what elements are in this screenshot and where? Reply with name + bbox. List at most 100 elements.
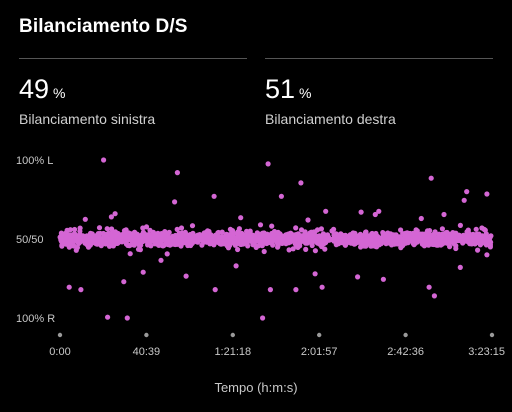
data-point [257,222,264,228]
data-point [174,226,180,232]
data-point [108,214,114,220]
data-point [123,230,129,236]
data-point [316,237,322,243]
data-point [63,235,69,241]
data-point [438,242,444,248]
data-point [309,232,315,238]
x-tick-label: 2:42:36 [387,346,424,358]
data-point [439,226,445,232]
data-point [293,287,299,293]
data-point [213,232,219,238]
data-point [451,235,457,241]
data-point [381,231,387,237]
data-point [228,236,235,242]
data-point [140,238,146,245]
data-point [405,236,411,242]
data-point [418,215,424,222]
data-point [322,246,328,252]
data-point [376,208,382,214]
right-balance-label: Bilanciamento destra [265,111,396,127]
data-point [286,247,292,253]
data-point [383,235,389,241]
data-point [277,231,283,237]
data-point [269,223,275,229]
data-point [388,235,394,241]
data-point [166,235,172,241]
page-title: Bilanciamento D/S [19,16,188,37]
data-point [464,189,470,195]
data-point [195,238,201,244]
data-point [441,211,447,218]
x-axis-label: Tempo (h:m:s) [214,380,298,395]
data-point [207,239,213,245]
data-point [355,233,361,239]
data-point [473,234,479,240]
x-tick-label: 2:01:57 [301,346,338,358]
data-point [152,232,158,238]
data-point [475,247,481,253]
x-tick-label: 0:00 [49,346,70,358]
data-point [233,263,239,269]
data-point [59,231,65,237]
data-point [77,232,83,238]
data-point [373,234,379,240]
data-point [58,238,64,244]
data-point [315,233,322,239]
data-point [398,227,404,233]
data-point [176,234,182,241]
data-point [323,208,329,214]
data-point [334,232,341,238]
data-point [261,248,267,255]
data-point [172,199,178,205]
data-point [189,223,196,229]
data-point [320,231,326,237]
data-point [183,231,189,237]
data-point [187,232,193,238]
data-point [413,227,419,233]
divider-right [265,58,493,59]
data-point [342,242,348,248]
data-point [140,269,146,275]
data-point [312,248,318,254]
data-point [253,244,259,250]
data-point [443,237,449,243]
data-point [95,231,101,237]
data-point [231,230,237,236]
data-point [104,231,110,238]
data-point [355,274,361,280]
data-point [162,233,168,239]
data-point [244,233,250,239]
data-point [121,279,127,285]
data-point [201,230,207,236]
data-point [372,211,378,218]
data-point [400,242,406,248]
data-point [298,227,305,233]
data-point [483,234,489,240]
data-point [428,175,434,181]
data-point [413,235,419,241]
data-point [227,226,233,232]
data-point [278,193,284,199]
data-point [211,193,217,199]
x-tick-mark [57,332,63,338]
data-point [298,180,304,186]
data-point [183,273,189,279]
data-point [160,243,166,249]
data-point [473,226,479,232]
data-point [379,235,385,242]
data-point [258,234,264,240]
data-point [96,225,103,231]
data-point [264,234,270,240]
data-point [267,287,273,293]
data-point [484,252,490,258]
data-point [78,287,84,293]
data-point [140,225,146,231]
data-point [271,228,278,235]
x-tick-mark [317,332,322,338]
data-point [293,225,299,231]
data-point [125,242,131,248]
data-point [176,230,182,236]
data-point [105,314,111,320]
data-point [158,257,164,263]
